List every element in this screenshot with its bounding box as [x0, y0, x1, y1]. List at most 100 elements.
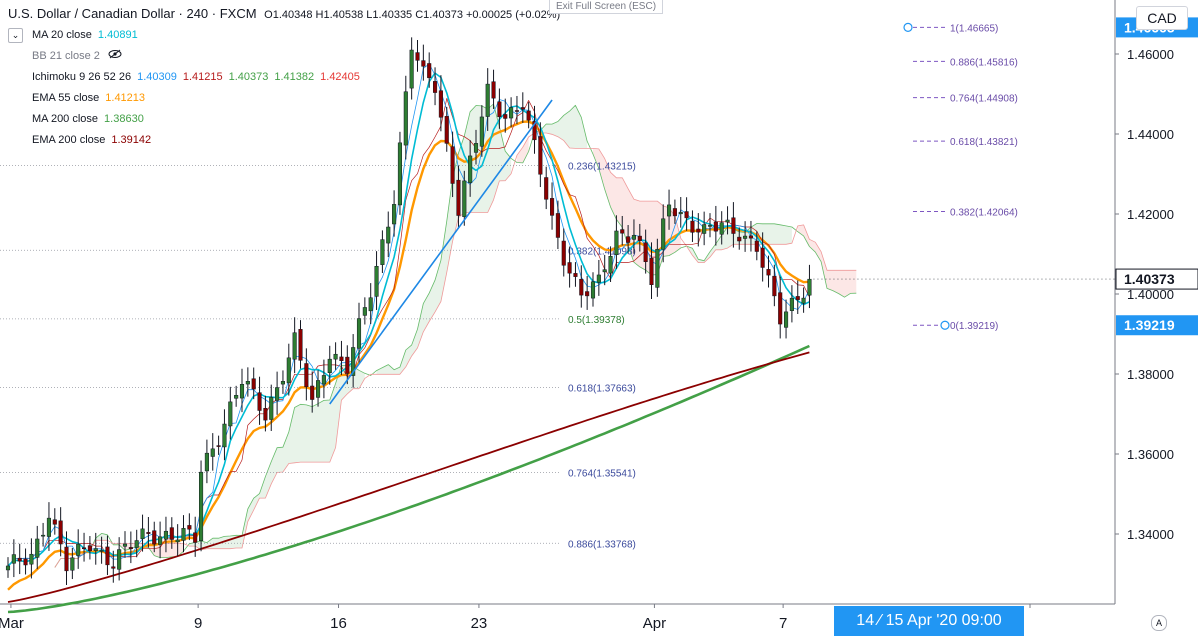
candle-up [468, 155, 473, 183]
candle-up [403, 91, 408, 146]
ma200-line [7, 344, 810, 614]
eye-crossed-icon[interactable] [108, 49, 122, 59]
indicator-value: 1.40373 [228, 71, 269, 83]
candle-up [667, 204, 672, 217]
candle-up [702, 224, 707, 234]
candle-up [117, 549, 122, 570]
candle-down [643, 242, 648, 262]
candle-down [526, 110, 531, 121]
auto-scale-icon[interactable]: A [1151, 615, 1167, 631]
candle-down [415, 52, 420, 61]
y-tick-label: 1.38000 [1127, 367, 1174, 382]
candle-down [585, 291, 590, 297]
candle-down [737, 236, 742, 242]
indicator-ma200[interactable]: MA 200 close 1.38630 [32, 113, 144, 125]
y-tick-label: 1.36000 [1127, 447, 1174, 462]
candle-up [316, 380, 321, 398]
candle-up [29, 553, 34, 565]
indicator-ma20[interactable]: MA 20 close 1.40891 [32, 29, 138, 41]
fib-label: 0.236(1.43215) [568, 161, 636, 172]
x-tick-label: 9 [194, 615, 202, 632]
candle-down [433, 81, 438, 93]
candle-up [234, 395, 239, 399]
ohlc-values: O1.40348 H1.40538 L1.40335 C1.40373 +0.0… [264, 9, 561, 21]
candle-down [339, 356, 344, 361]
ichimoku-cloud [534, 105, 588, 149]
candle-up [158, 536, 163, 545]
indicator-label: Ichimoku 9 26 52 26 [32, 71, 132, 83]
candle-up [473, 143, 479, 153]
candle-up [789, 297, 794, 311]
candle-up [275, 387, 280, 401]
candle-up [222, 423, 227, 448]
fib-level-label: 0(1.39219) [950, 321, 998, 332]
candle-down [684, 211, 689, 219]
y-tick-label: 1.42000 [1127, 207, 1174, 222]
fib-label: 0.5(1.39378) [568, 315, 625, 326]
x-tick-label: Mar [0, 615, 24, 632]
candle-up [41, 534, 46, 537]
candle-up [181, 528, 186, 541]
symbol-header: U.S. Dollar / Canadian Dollar · 240 · FX… [8, 6, 560, 21]
candle-down [17, 557, 22, 562]
candle-down [754, 240, 759, 252]
indicator-label: EMA 55 close [32, 92, 100, 104]
fib-level-label: 0.382(1.42064) [950, 207, 1018, 218]
price-axis-label: 1.40373 [1124, 271, 1175, 287]
candle-up [280, 381, 285, 385]
candle-up [368, 297, 373, 312]
candle-down [438, 90, 443, 118]
candle-up [719, 222, 724, 235]
indicator-label: MA 200 close [32, 113, 99, 125]
candle-down [444, 116, 449, 144]
candle-up [163, 530, 168, 540]
candle-up [351, 347, 356, 376]
candle-down [298, 329, 303, 361]
candle-up [11, 554, 16, 564]
indicator-ema200[interactable]: EMA 200 close 1.39142 [32, 134, 151, 146]
indicator-value: 1.40309 [137, 71, 177, 83]
fib-level-label: 1(1.46665) [950, 23, 998, 34]
chevron-down-icon[interactable]: ⌄ [8, 28, 23, 43]
candle-down [550, 198, 555, 216]
candle-up [678, 212, 683, 215]
candle-down [514, 110, 520, 112]
candle-down [626, 236, 631, 243]
candle-down [345, 356, 350, 374]
candle-down [105, 546, 110, 566]
candle-up [35, 538, 40, 558]
candle-up [409, 49, 414, 89]
indicator-ichimoku[interactable]: Ichimoku 9 26 52 26 1.40309 1.41215 1.40373… [32, 71, 360, 83]
ichimoku-cloud [797, 224, 857, 298]
candle-up [356, 318, 362, 349]
candle-down [456, 179, 461, 216]
candle-up [321, 375, 326, 385]
candle-down [310, 385, 315, 400]
candle-down [731, 217, 736, 234]
candle-up [661, 218, 666, 250]
exit-fullscreen-button[interactable]: Exit Full Screen (ESC) [549, 0, 664, 14]
candle-down [427, 63, 432, 79]
fib-label: 0.764(1.35541) [568, 468, 636, 479]
candle-down [450, 146, 455, 184]
ichimoku-tenkan-line [7, 63, 810, 568]
candle-up [210, 448, 215, 457]
ema200-line [7, 351, 810, 603]
indicator-bb21[interactable]: BB 21 close 2 [32, 50, 100, 62]
candle-up [362, 307, 367, 316]
candle-down [649, 257, 654, 285]
trend-line [329, 99, 553, 405]
indicator-label: BB 21 close 2 [32, 50, 100, 62]
indicator-ema55[interactable]: EMA 55 close 1.41213 [32, 92, 145, 104]
candle-up [5, 565, 11, 571]
candle-up [140, 528, 145, 540]
y-tick-label: 1.44000 [1127, 127, 1174, 142]
candle-up [725, 219, 730, 223]
candle-down [760, 247, 765, 268]
candle-down [532, 121, 537, 141]
candle-up [374, 265, 379, 297]
candle-up [784, 311, 789, 328]
candle-down [491, 81, 496, 99]
currency-button[interactable]: CAD [1136, 6, 1188, 30]
